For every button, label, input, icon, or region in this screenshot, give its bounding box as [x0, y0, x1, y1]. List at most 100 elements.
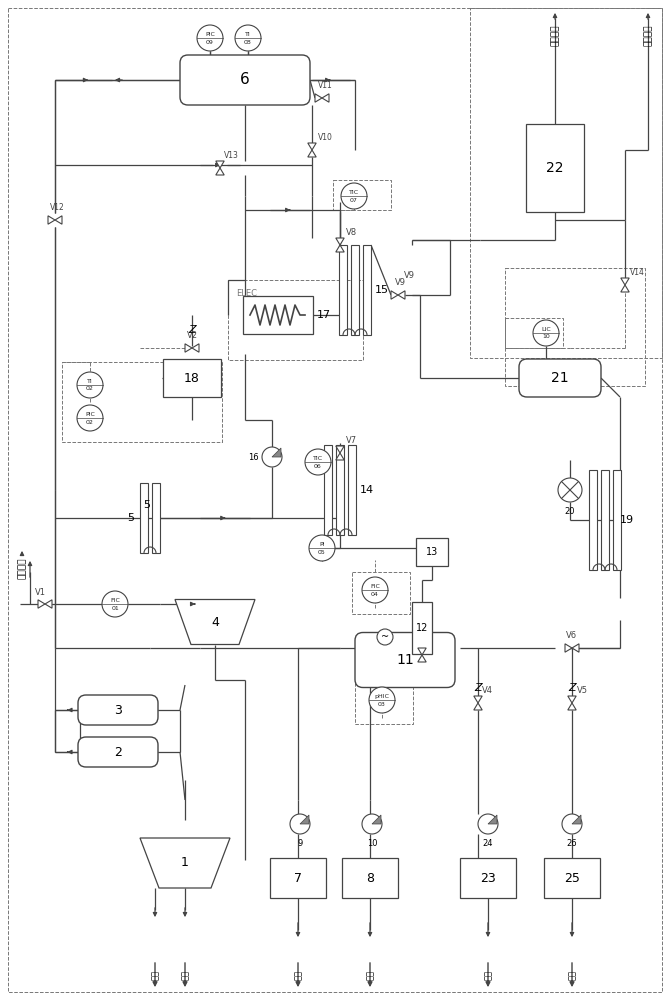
Text: 16: 16	[249, 452, 259, 462]
Bar	[243, 296, 313, 334]
FancyBboxPatch shape	[78, 695, 158, 725]
Bar	[589, 470, 597, 570]
Text: V13: V13	[224, 151, 239, 160]
Text: V3: V3	[428, 638, 439, 647]
Bar	[342, 858, 398, 898]
Polygon shape	[300, 815, 309, 824]
Bar	[505, 318, 563, 348]
Circle shape	[77, 372, 103, 398]
Text: 10: 10	[366, 839, 377, 848]
Text: Z: Z	[568, 683, 576, 693]
Polygon shape	[336, 446, 344, 453]
Bar	[348, 445, 356, 535]
Polygon shape	[192, 344, 199, 352]
Bar	[460, 858, 516, 898]
Text: Z: Z	[188, 325, 196, 335]
Text: 03: 03	[378, 702, 386, 706]
Text: 清水: 清水	[567, 970, 576, 980]
Text: 01: 01	[111, 605, 119, 610]
Text: FIC: FIC	[370, 584, 380, 589]
Circle shape	[341, 183, 367, 209]
Circle shape	[362, 577, 388, 603]
Bar	[152, 483, 160, 553]
Text: V8: V8	[346, 228, 357, 237]
Text: 9: 9	[297, 839, 303, 848]
Circle shape	[290, 814, 310, 834]
Text: V7: V7	[346, 436, 357, 445]
FancyBboxPatch shape	[180, 55, 310, 105]
Text: 酸水: 酸水	[293, 970, 302, 980]
Text: 15: 15	[375, 285, 389, 295]
Polygon shape	[48, 216, 55, 224]
Text: 11: 11	[396, 653, 414, 667]
Text: 17: 17	[317, 310, 331, 320]
Bar	[505, 268, 645, 386]
Polygon shape	[308, 143, 316, 150]
Text: 气体产物: 气体产物	[551, 24, 559, 45]
Bar	[601, 470, 609, 570]
Bar	[526, 124, 584, 212]
Text: V1: V1	[34, 588, 46, 597]
Text: 06: 06	[314, 464, 322, 468]
Text: 14: 14	[360, 485, 374, 495]
Circle shape	[377, 629, 393, 645]
Text: V14: V14	[630, 268, 645, 277]
Text: 2: 2	[114, 746, 122, 758]
Text: V2: V2	[186, 331, 198, 340]
Polygon shape	[391, 291, 398, 299]
Bar	[412, 602, 432, 654]
Circle shape	[562, 814, 582, 834]
Text: 20: 20	[565, 507, 576, 516]
Bar	[363, 245, 371, 335]
Bar	[416, 538, 448, 566]
Text: 13: 13	[426, 547, 438, 557]
Text: V9: V9	[395, 278, 406, 287]
Text: 05: 05	[318, 550, 326, 554]
Bar	[613, 470, 621, 570]
Polygon shape	[322, 94, 329, 102]
Text: 7: 7	[294, 871, 302, 884]
Polygon shape	[185, 344, 192, 352]
Text: V9: V9	[404, 271, 415, 280]
Text: 12: 12	[416, 623, 428, 633]
Polygon shape	[474, 696, 482, 703]
Text: 4: 4	[211, 615, 219, 629]
Text: 02: 02	[86, 386, 94, 391]
Text: V10: V10	[318, 133, 333, 142]
Polygon shape	[565, 644, 572, 652]
Polygon shape	[572, 815, 581, 824]
Text: 09: 09	[206, 39, 214, 44]
Circle shape	[197, 25, 223, 51]
Polygon shape	[272, 448, 281, 457]
Polygon shape	[488, 815, 497, 824]
Circle shape	[235, 25, 261, 51]
Text: 5: 5	[143, 500, 150, 510]
Text: 碱液: 碱液	[484, 970, 492, 980]
Text: 燃气: 燃气	[151, 970, 159, 980]
Bar	[62, 362, 222, 442]
Circle shape	[369, 687, 395, 713]
Bar	[355, 682, 413, 724]
Bar	[339, 245, 347, 335]
Circle shape	[478, 814, 498, 834]
Text: 5: 5	[127, 513, 134, 523]
Polygon shape	[336, 245, 344, 252]
Bar	[544, 858, 600, 898]
Text: PIC: PIC	[85, 412, 95, 417]
Text: TIC: TIC	[349, 190, 359, 195]
Text: Z: Z	[474, 683, 482, 693]
Text: 液体产物: 液体产物	[643, 24, 653, 45]
Text: TI: TI	[87, 379, 93, 384]
FancyBboxPatch shape	[519, 359, 601, 397]
Text: 07: 07	[350, 198, 358, 202]
Text: 10: 10	[542, 334, 550, 340]
Polygon shape	[315, 94, 322, 102]
Polygon shape	[621, 278, 629, 285]
Polygon shape	[308, 150, 316, 157]
Polygon shape	[216, 161, 224, 168]
Circle shape	[362, 814, 382, 834]
Polygon shape	[398, 291, 405, 299]
Text: 23: 23	[480, 871, 496, 884]
Text: 02: 02	[86, 420, 94, 424]
Text: TIC: TIC	[313, 456, 323, 461]
